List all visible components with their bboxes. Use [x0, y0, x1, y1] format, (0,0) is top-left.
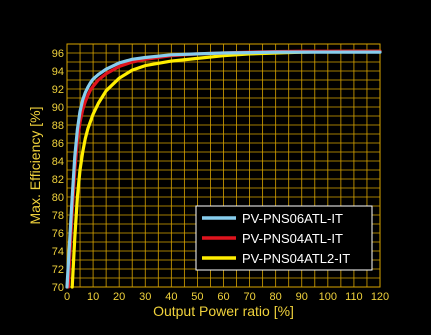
x-tick-label: 60 — [217, 291, 229, 303]
y-tick-label: 92 — [52, 84, 64, 96]
x-axis-title: Output Power ratio [%] — [153, 303, 294, 319]
y-tick-label: 88 — [52, 120, 64, 132]
series-line-pv-pns06atl-it — [65, 50, 382, 289]
y-tick-label: 94 — [52, 66, 64, 78]
x-tick-label: 20 — [113, 291, 125, 303]
x-tick-label: 100 — [319, 291, 337, 303]
x-tick-label: 80 — [270, 291, 282, 303]
y-tick-label: 70 — [52, 282, 64, 294]
axes: 0 10 20 30 40 50 60 70 80 90 100 110 120 70 72 74 76 78 80… — [52, 48, 389, 303]
y-axis-title: Max. Efficiency [%] — [27, 106, 43, 224]
legend-label: PV-PNS04ATL-IT — [242, 231, 343, 246]
y-tick-label: 74 — [52, 246, 64, 258]
y-tick-label: 76 — [52, 228, 64, 240]
x-tick-label: 0 — [64, 291, 70, 303]
x-tick-label: 40 — [165, 291, 177, 303]
x-tick-label: 50 — [191, 291, 203, 303]
x-tick-label: 90 — [296, 291, 308, 303]
legend-label: PV-PNS06ATL-IT — [242, 211, 343, 226]
y-tick-label: 78 — [52, 210, 64, 222]
x-tick-label: 120 — [371, 291, 389, 303]
legend: PV-PNS06ATL-IT PV-PNS04ATL-IT PV-PNS04ATL2… — [195, 205, 373, 271]
x-tick-label: 110 — [345, 291, 363, 303]
x-tick-label: 30 — [139, 291, 151, 303]
y-tick-label: 86 — [52, 138, 64, 150]
y-tick-label: 90 — [52, 102, 64, 114]
plot-border — [66, 43, 381, 288]
y-tick-label: 96 — [52, 48, 64, 60]
y-tick-label: 82 — [52, 174, 64, 186]
x-tick-label: 10 — [87, 291, 99, 303]
y-tick-label: 84 — [52, 156, 64, 168]
series-lines — [65, 49, 382, 289]
x-tick-label: 70 — [243, 291, 255, 303]
y-tick-label: 80 — [52, 192, 64, 204]
legend-label: PV-PNS04ATL2-IT — [242, 251, 350, 266]
y-tick-label: 72 — [52, 264, 64, 276]
